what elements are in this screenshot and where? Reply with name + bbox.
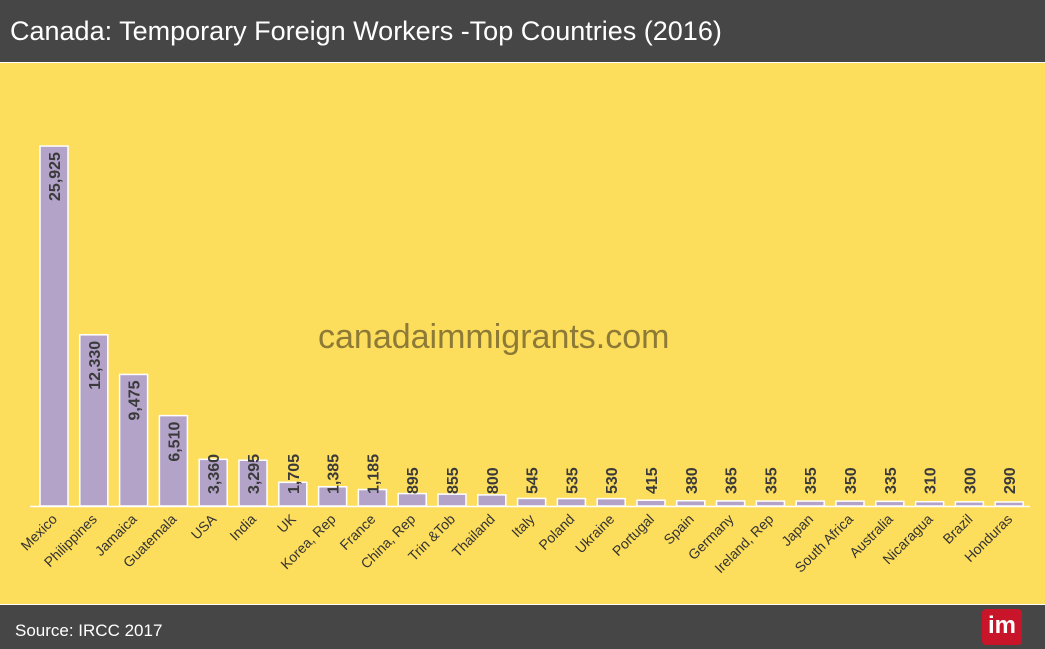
x-tick-label: Poland (535, 511, 577, 553)
bar (556, 497, 587, 507)
data-label: 1,385 (326, 454, 343, 494)
data-label: 1,185 (365, 454, 382, 494)
bar (397, 492, 427, 507)
bar (954, 501, 985, 507)
data-label: 380 (684, 467, 701, 494)
data-label: 800 (485, 467, 502, 494)
data-label: 290 (1002, 467, 1019, 494)
x-tick-label: USA (188, 510, 220, 542)
x-tick-label: Thailand (449, 511, 498, 560)
bar (477, 494, 507, 507)
bar-chart: 25,925Mexico12,330Philippines9,475Jamaic… (17, 145, 1030, 576)
x-tick-label: Japan (778, 511, 816, 549)
bar (994, 501, 1024, 507)
data-label: 855 (445, 467, 462, 494)
bar (596, 497, 626, 507)
x-tick-label: Brazil (939, 511, 975, 547)
brand-logo: im (982, 609, 1022, 645)
data-label: 300 (962, 467, 979, 494)
data-label: 895 (405, 467, 422, 494)
data-label: 355 (763, 467, 780, 494)
data-label: 350 (843, 467, 860, 494)
data-label: 6,510 (166, 422, 183, 462)
chart-area: 25,925 Mexico 12,330 Philippines 9,475 Jamaic… (0, 63, 1045, 604)
watermark-text: canadaimmigrants.com (318, 318, 670, 356)
bar (79, 334, 109, 507)
bar (715, 500, 746, 507)
data-label: 12,330 (87, 341, 104, 390)
data-label: 415 (644, 467, 661, 494)
bar (158, 414, 189, 507)
bar (875, 500, 905, 507)
data-label: 355 (803, 467, 820, 494)
data-label: 1,705 (286, 454, 303, 494)
bar (198, 458, 228, 507)
bar (676, 499, 706, 507)
bar (118, 373, 149, 507)
x-tick-label: UK (274, 510, 300, 536)
bar (516, 497, 547, 507)
bar (636, 499, 666, 507)
data-label: 25,925 (47, 152, 64, 201)
data-label: 3,360 (206, 454, 223, 494)
header-bar: Canada: Temporary Foreign Workers -Top C… (0, 0, 1045, 63)
data-label: 335 (883, 467, 900, 494)
data-label: 530 (604, 467, 621, 494)
bar (317, 486, 348, 507)
x-tick-label: India (226, 511, 259, 544)
source-note: Source: IRCC 2017 (15, 621, 163, 640)
data-label: 545 (525, 467, 542, 494)
bar (238, 459, 268, 507)
x-tick-label: Italy (508, 511, 537, 540)
bar (278, 481, 308, 507)
bar (835, 500, 865, 507)
data-label: 310 (923, 467, 940, 494)
data-label: 9,475 (127, 380, 144, 420)
bar (357, 488, 388, 507)
bar (755, 500, 786, 507)
x-tick-label: Portugal (609, 511, 657, 559)
footer-bar: Source: IRCC 2017 im (0, 605, 1045, 649)
data-label: 535 (564, 467, 581, 494)
bar (914, 500, 945, 507)
data-label: 365 (724, 467, 741, 494)
bar (795, 500, 825, 507)
page-title: Canada: Temporary Foreign Workers -Top C… (10, 16, 722, 46)
x-tick-label: Spain (660, 511, 697, 548)
data-label: 3,295 (246, 454, 263, 494)
bar (39, 145, 69, 507)
bar (437, 493, 467, 507)
